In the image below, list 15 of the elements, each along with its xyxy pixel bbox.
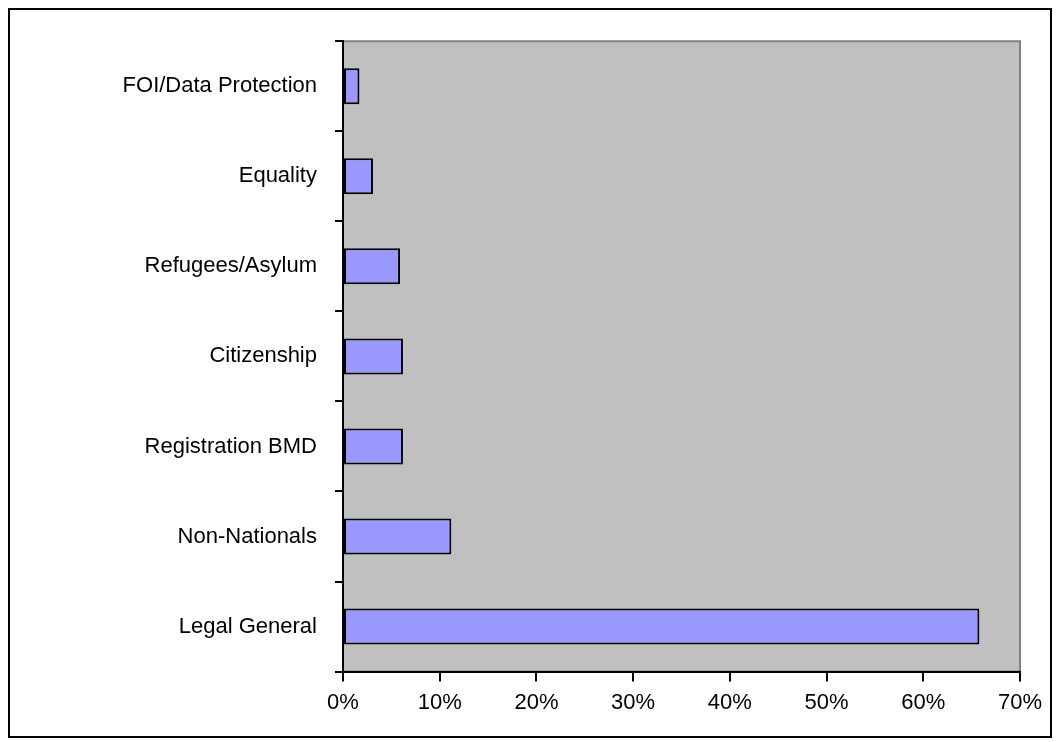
x-tick-label: 20% (514, 688, 559, 714)
x-tick-label: 60% (901, 688, 946, 714)
y-tick-label: Equality (238, 162, 317, 188)
x-tick-label: 40% (707, 688, 752, 714)
x-tick-label: 0% (327, 688, 359, 714)
y-tick-label: Refugees/Asylum (144, 252, 317, 278)
y-tick-label: Legal General (178, 612, 317, 638)
x-tick-label: 10% (417, 688, 462, 714)
x-tick-label: 70% (997, 688, 1043, 714)
y-tick-label: Citizenship (209, 342, 317, 368)
y-tick-label: FOI/Data Protection (122, 72, 317, 98)
y-tick-label: Non-Nationals (177, 522, 317, 548)
x-tick-label: 30% (611, 688, 656, 714)
y-tick-label: Registration BMD (144, 432, 317, 458)
x-tick-label: 50% (804, 688, 849, 714)
